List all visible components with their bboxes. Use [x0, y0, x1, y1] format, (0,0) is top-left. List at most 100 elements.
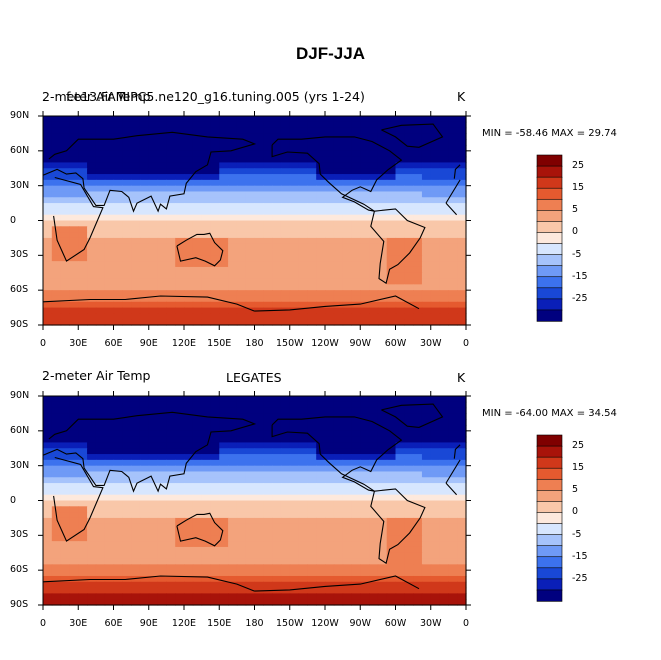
heatmap-cell [51, 570, 62, 577]
x-tick-label: 150W [275, 338, 304, 349]
heatmap-cell [236, 232, 247, 239]
heatmap-cell [166, 436, 176, 444]
heatmap-cell [360, 191, 370, 198]
heatmap-cell [263, 448, 273, 455]
heatmap-cell [448, 185, 458, 193]
heatmap-cell [113, 419, 123, 426]
heatmap-cell [139, 401, 150, 409]
heatmap-cell [351, 249, 361, 256]
heatmap-cell [439, 413, 449, 420]
heatmap-cell [210, 564, 220, 571]
heatmap-cell [360, 517, 370, 525]
heatmap-cell [139, 150, 150, 158]
heatmap-cell [280, 448, 291, 455]
heatmap-cell [280, 506, 291, 513]
colorbar-label: 5 [572, 484, 579, 496]
heatmap-cell [122, 139, 132, 146]
heatmap-cell [166, 442, 176, 449]
heatmap-cell [113, 174, 123, 181]
heatmap-cell [333, 529, 344, 536]
heatmap-cell [157, 465, 167, 473]
heatmap-cell [439, 150, 449, 158]
heatmap-cell [157, 174, 167, 181]
heatmap-cell [69, 401, 79, 409]
heatmap-cell [395, 529, 405, 536]
heatmap-cell [395, 272, 405, 280]
heatmap-cell [307, 261, 317, 268]
heatmap-cell [51, 535, 62, 542]
heatmap-cell [272, 512, 282, 519]
heatmap-cell [210, 459, 220, 467]
heatmap-cell [457, 564, 467, 571]
heatmap-cell [245, 237, 256, 245]
heatmap-cell [430, 150, 441, 158]
heatmap-cell [122, 214, 132, 222]
heatmap-cell [184, 517, 194, 525]
heatmap-cell [377, 593, 388, 600]
heatmap-cell [43, 272, 53, 280]
heatmap-cell [219, 442, 229, 449]
heatmap-cell [377, 471, 388, 478]
heatmap-cell [298, 307, 308, 314]
heatmap-cell [60, 139, 71, 146]
heatmap-cell [404, 587, 414, 594]
heatmap-cell [113, 413, 123, 420]
heatmap-cell [122, 301, 132, 309]
heatmap-cell [316, 278, 326, 285]
heatmap-cell [351, 301, 361, 309]
heatmap-cell [395, 471, 405, 478]
heatmap-cell [60, 552, 71, 560]
heatmap-cell [457, 255, 467, 262]
heatmap-cell [386, 313, 397, 320]
heatmap-cell [413, 477, 423, 484]
heatmap-cell [386, 319, 397, 326]
heatmap-cell [289, 226, 300, 233]
heatmap-cell [351, 587, 361, 594]
heatmap-cell [298, 558, 308, 565]
heatmap-cell [131, 599, 141, 606]
heatmap-cell [210, 197, 220, 204]
heatmap-cell [228, 593, 238, 600]
heatmap-cell [316, 425, 326, 432]
heatmap-cell [219, 430, 229, 438]
heatmap-cell [122, 581, 132, 589]
heatmap-cell [210, 471, 220, 478]
heatmap-cell [413, 465, 423, 473]
heatmap-cell [139, 407, 150, 415]
heatmap-cell [333, 162, 344, 169]
x-tick-label: 120W [311, 618, 339, 629]
heatmap-cell [404, 313, 414, 320]
heatmap-cell [201, 454, 212, 461]
heatmap-cell [421, 419, 432, 426]
heatmap-cell [148, 243, 159, 251]
heatmap-cell [236, 284, 247, 291]
heatmap-cell [139, 436, 150, 444]
heatmap-cell [430, 156, 441, 164]
heatmap-cell [69, 546, 79, 554]
heatmap-cell [430, 185, 441, 193]
heatmap-cell [139, 471, 150, 478]
heatmap-cell [87, 546, 97, 554]
heatmap-cell [201, 541, 212, 548]
heatmap-cell [122, 535, 132, 542]
heatmap-cell [78, 581, 88, 589]
heatmap-cell [148, 162, 159, 169]
heatmap-cell [87, 396, 97, 403]
heatmap-cell [298, 477, 308, 484]
heatmap-cell [272, 255, 282, 262]
heatmap-cell [325, 295, 335, 303]
heatmap-cell [386, 529, 397, 536]
heatmap-cell [333, 459, 344, 467]
heatmap-cell [342, 174, 353, 181]
heatmap-cell [175, 419, 185, 426]
heatmap-cell [184, 174, 194, 181]
heatmap-cell [316, 436, 326, 444]
heatmap-cell [95, 494, 106, 502]
heatmap-cell [228, 133, 238, 140]
heatmap-cell [201, 564, 212, 571]
heatmap-cell [333, 127, 344, 135]
heatmap-cell [43, 208, 53, 216]
heatmap-cell [421, 436, 432, 444]
heatmap-cell [95, 243, 106, 251]
heatmap-cell [307, 214, 317, 222]
